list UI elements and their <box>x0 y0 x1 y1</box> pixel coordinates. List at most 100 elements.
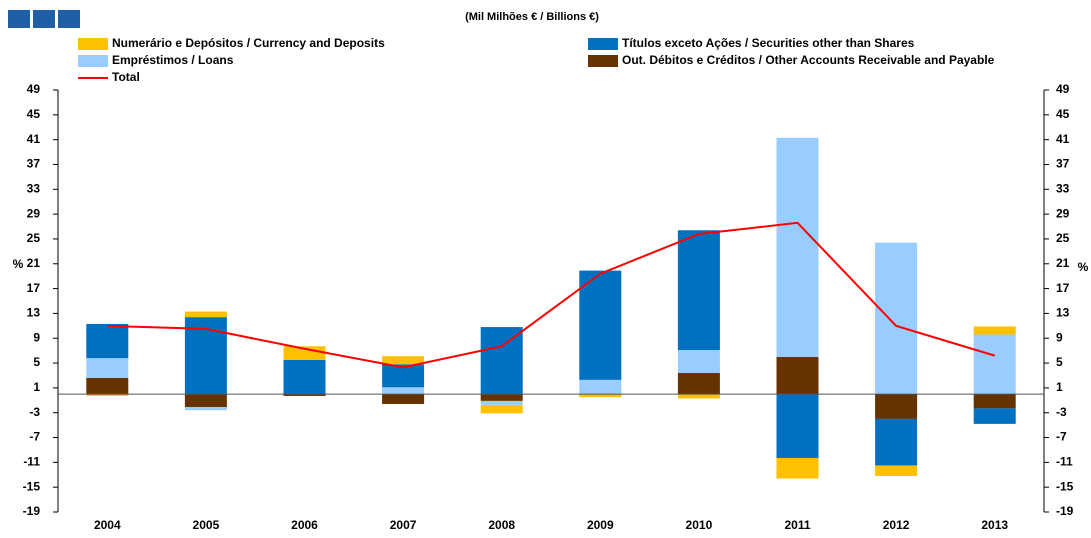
y-tick-label: 9 <box>33 330 40 344</box>
y2-tick-label: 45 <box>1056 107 1070 121</box>
bar-segment <box>579 394 622 398</box>
legend-label: Empréstimos / Loans <box>112 53 234 67</box>
x-tick-label: 2011 <box>784 518 810 532</box>
y-tick-label: 13 <box>27 306 41 320</box>
bar-segment <box>283 359 326 395</box>
bar-segment <box>776 458 819 479</box>
x-tick-label: 2007 <box>390 518 417 532</box>
y-tick-label: 25 <box>27 231 41 245</box>
y-tick-label: 29 <box>27 206 41 220</box>
y-tick-label: 21 <box>27 256 41 270</box>
bar-segment <box>973 326 1016 335</box>
bar-segment <box>677 394 720 399</box>
y2-tick-label: 37 <box>1056 157 1070 171</box>
y2-tick-label: 1 <box>1056 380 1063 394</box>
bar-segment <box>875 394 918 419</box>
y-tick-label: 45 <box>27 107 41 121</box>
legend-label: Out. Débitos e Créditos / Other Accounts… <box>622 53 995 67</box>
y2-axis-label: % <box>1078 260 1089 274</box>
x-tick-label: 2013 <box>981 518 1008 532</box>
legend-swatch <box>588 38 618 50</box>
bar-segment <box>579 379 622 395</box>
bar-segment <box>776 356 819 395</box>
bar-segment <box>875 465 918 477</box>
y2-tick-label: 49 <box>1056 82 1070 96</box>
y-tick-label: -11 <box>23 455 40 469</box>
bar-segment <box>776 137 819 357</box>
y-axis-label: % <box>13 257 24 271</box>
bar-segment <box>480 394 523 401</box>
bar-segment <box>480 327 523 395</box>
bar-segment <box>283 346 326 360</box>
bar-segment <box>973 408 1016 424</box>
bar-segment <box>86 323 129 359</box>
bar-segment <box>875 418 918 466</box>
y2-tick-label: 21 <box>1056 256 1070 270</box>
bar-segment <box>480 405 523 414</box>
y2-tick-label: 25 <box>1056 231 1070 245</box>
y-tick-label: -7 <box>29 430 40 444</box>
bar-segment <box>184 317 227 395</box>
bar-segment <box>677 372 720 395</box>
bar-segment <box>677 230 720 351</box>
x-tick-label: 2004 <box>94 518 121 532</box>
logo-block <box>33 10 55 28</box>
y2-tick-label: -7 <box>1056 430 1067 444</box>
bar-segment <box>184 407 227 411</box>
bar-segment <box>86 358 129 378</box>
x-tick-label: 2009 <box>587 518 614 532</box>
legend-label: Títulos exceto Ações / Securities other … <box>622 36 915 50</box>
y2-tick-label: 33 <box>1056 181 1070 195</box>
legend-swatch <box>78 55 108 67</box>
y2-tick-label: -3 <box>1056 405 1067 419</box>
y-tick-label: -3 <box>29 405 40 419</box>
bar-segment <box>579 270 622 380</box>
bar-segment <box>86 394 129 396</box>
bar-segment <box>184 394 227 408</box>
bar-segment <box>283 394 326 396</box>
bar-segment <box>973 334 1016 395</box>
x-tick-label: 2005 <box>193 518 220 532</box>
y-tick-label: -19 <box>23 504 41 518</box>
logo-block <box>8 10 30 28</box>
legend-label: Total <box>112 70 140 84</box>
y2-tick-label: 29 <box>1056 206 1070 220</box>
legend-label: Numerário e Depósitos / Currency and Dep… <box>112 36 385 50</box>
x-tick-label: 2008 <box>488 518 515 532</box>
y-tick-label: 17 <box>27 281 41 295</box>
logo-block <box>58 10 80 28</box>
x-tick-label: 2006 <box>291 518 318 532</box>
y2-tick-label: 13 <box>1056 306 1070 320</box>
bar-segment <box>184 311 227 318</box>
bar-segment <box>677 350 720 373</box>
bar-segment <box>776 394 819 459</box>
x-tick-label: 2012 <box>883 518 910 532</box>
y-tick-label: -15 <box>23 479 41 493</box>
y2-tick-label: -11 <box>1056 455 1073 469</box>
bar-segment <box>875 242 918 395</box>
legend-swatch <box>78 38 108 50</box>
bar-segment <box>973 394 1016 409</box>
y-tick-label: 5 <box>33 355 40 369</box>
total-line <box>107 221 995 369</box>
bar-segment <box>480 400 523 406</box>
legend-swatch <box>588 55 618 67</box>
y2-tick-label: -15 <box>1056 479 1074 493</box>
y2-tick-label: -19 <box>1056 504 1074 518</box>
bar-segment <box>382 356 425 365</box>
y2-tick-label: 41 <box>1056 132 1070 146</box>
x-tick-label: 2010 <box>686 518 713 532</box>
y2-tick-label: 5 <box>1056 355 1063 369</box>
bar-segment <box>382 364 425 388</box>
chart-title: (Mil Milhões € / Billions €) <box>465 11 599 23</box>
y-tick-label: 49 <box>27 82 41 96</box>
y-tick-label: 1 <box>33 380 40 394</box>
y2-tick-label: 9 <box>1056 330 1063 344</box>
bar-segment <box>382 394 425 405</box>
y-tick-label: 37 <box>27 157 41 171</box>
y2-tick-label: 17 <box>1056 281 1070 295</box>
bar-segment <box>382 387 425 395</box>
y-tick-label: 41 <box>27 132 41 146</box>
bar-segment <box>86 377 129 395</box>
